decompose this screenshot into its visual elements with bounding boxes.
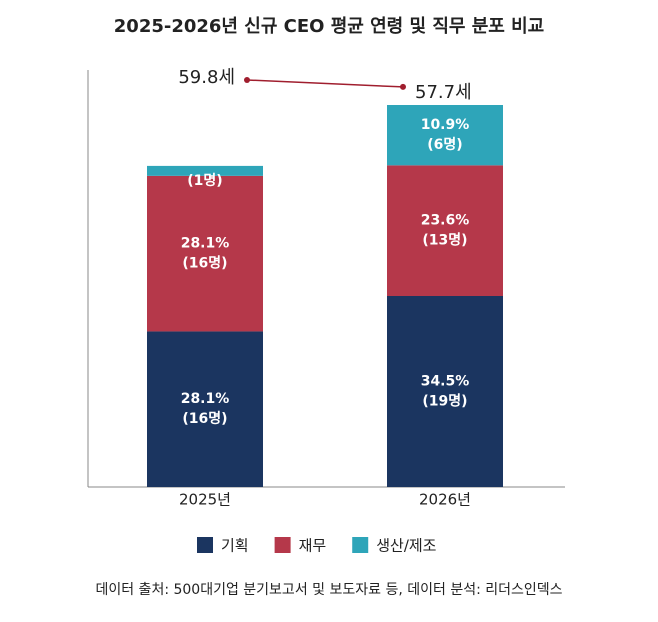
data-label: 1.8% xyxy=(186,153,225,169)
age-line xyxy=(246,79,404,88)
age-point xyxy=(400,83,406,90)
legend-label: 기획 xyxy=(221,537,249,555)
legend-swatch xyxy=(197,537,213,553)
x-tick-label: 2025년 xyxy=(179,491,231,509)
count-label: (1명) xyxy=(187,172,222,189)
bar-segment xyxy=(147,331,263,487)
source-note: 데이터 출처: 500대기업 분기보고서 및 보도자료 등, 데이터 분석: 리… xyxy=(95,582,562,598)
count-label: (13명) xyxy=(422,232,467,249)
age-label: 57.7세 xyxy=(415,82,472,103)
bar-segment xyxy=(387,296,503,487)
age-label: 59.8세 xyxy=(178,67,235,88)
chart-title: 2025-2026년 신규 CEO 평균 연령 및 직무 분포 비교 xyxy=(114,16,544,37)
bar-segment xyxy=(147,165,263,176)
data-label: 34.5% xyxy=(421,374,470,390)
count-label: (6명) xyxy=(427,136,462,153)
legend-swatch xyxy=(274,537,291,553)
data-label: 23.6% xyxy=(421,213,470,229)
count-label: (16명) xyxy=(182,410,227,427)
data-label: 28.1% xyxy=(181,236,230,252)
count-label: (19명) xyxy=(422,393,467,410)
bar-segment xyxy=(387,165,503,296)
legend-swatch xyxy=(352,537,369,553)
data-label: 10.9% xyxy=(421,117,470,133)
count-label: (16명) xyxy=(182,255,227,272)
age-point xyxy=(244,77,250,83)
legend-label: 생산/제조 xyxy=(376,537,436,555)
legend-label: 재무 xyxy=(299,537,327,555)
x-tick-label: 2026년 xyxy=(419,491,471,509)
bar-segment xyxy=(147,175,263,332)
bar-segment xyxy=(387,105,503,166)
data-label: 28.1% xyxy=(181,391,230,407)
